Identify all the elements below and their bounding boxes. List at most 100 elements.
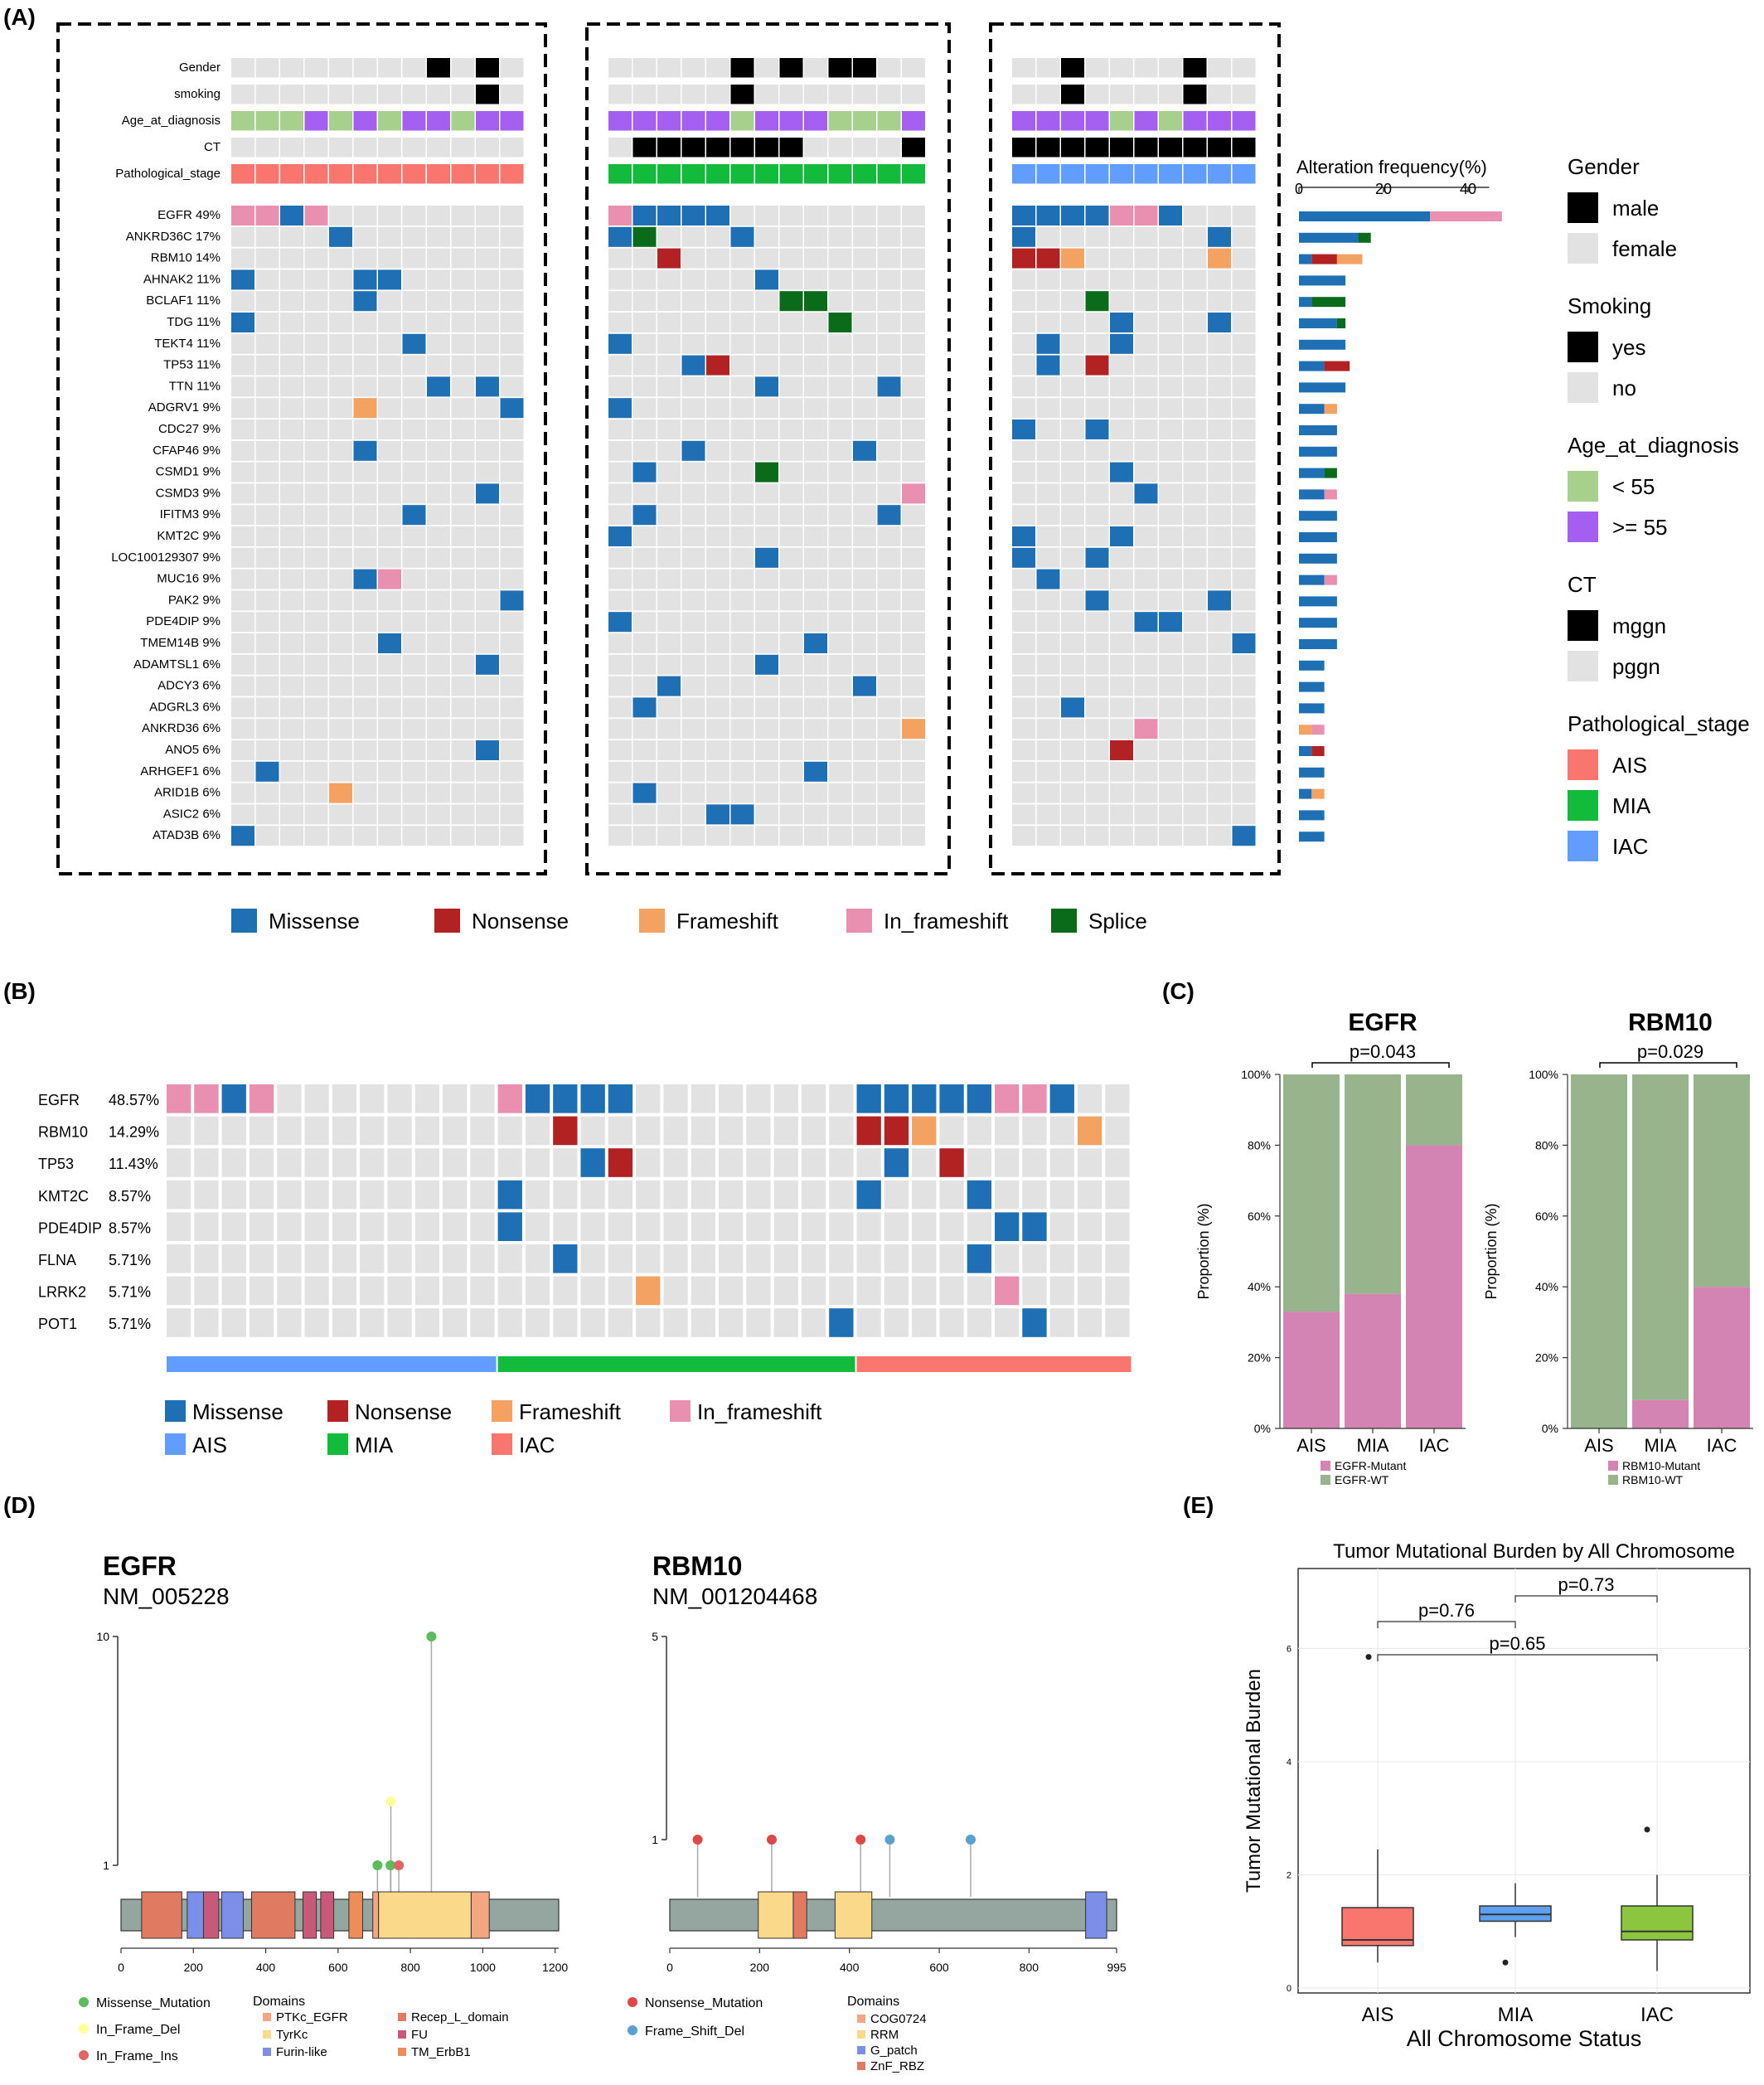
mutation-bg-cell xyxy=(608,783,632,803)
mutation-bg-cell xyxy=(329,804,352,825)
clinical-cell xyxy=(476,85,499,104)
mutation-bg-cell xyxy=(681,419,705,439)
mutation-bg-cell xyxy=(470,1276,495,1306)
mutation-bg-cell xyxy=(280,333,303,354)
mutation-bg-cell xyxy=(353,826,377,846)
domain-legend-title: Domains xyxy=(847,1995,899,2009)
mutation-bg-cell xyxy=(1159,761,1182,782)
mutation-bg-cell xyxy=(828,826,852,846)
mutation-bg-cell xyxy=(525,1276,550,1306)
mutation-cell xyxy=(249,1084,274,1113)
mutation-bg-cell xyxy=(304,654,328,675)
stage-cell xyxy=(1134,164,1158,184)
stage-cell xyxy=(304,164,328,184)
mutation-cell xyxy=(995,1212,1020,1241)
mutation-bg-cell xyxy=(1110,633,1133,653)
stage-cell xyxy=(681,164,705,184)
legend-label: RBM10-Mutant xyxy=(1622,1459,1700,1472)
mutation-bg-cell xyxy=(476,826,499,846)
mutation-bg-cell xyxy=(608,505,632,526)
mutation-cell xyxy=(1022,1084,1047,1113)
mutation-bg-cell xyxy=(877,355,901,376)
clinical-cell xyxy=(853,85,876,104)
mutation-bg-cell xyxy=(353,676,377,696)
mutation-bg-cell xyxy=(1159,291,1182,312)
mutation-bg-cell xyxy=(829,1084,854,1113)
mutation-bg-cell xyxy=(387,1276,412,1306)
clinical-track-label: CT xyxy=(204,140,220,154)
mutation-bg-cell xyxy=(1036,376,1060,397)
mutation-bg-cell xyxy=(280,440,303,461)
clinical-cell xyxy=(231,58,254,78)
mutation-bg-cell xyxy=(387,1148,412,1177)
mutation-bg-cell xyxy=(967,1308,991,1337)
mutation-bg-cell xyxy=(427,804,450,825)
mutation-bg-cell xyxy=(304,462,328,482)
x-tick-label: 600 xyxy=(929,1961,949,1974)
clinical-cell xyxy=(1036,58,1060,78)
x-tick-label: 600 xyxy=(328,1961,348,1974)
mutation-cell xyxy=(939,1084,964,1113)
mutation-bg-cell xyxy=(231,333,254,354)
mutation-bg-cell xyxy=(332,1212,357,1241)
mutation-bg-cell xyxy=(443,1084,468,1113)
mutation-bg-cell xyxy=(657,826,681,846)
mutation-cell xyxy=(939,1148,964,1177)
protein-domain xyxy=(141,1891,182,1939)
mutation-bg-cell xyxy=(902,248,925,269)
mutation-bg-cell xyxy=(1105,1244,1130,1273)
mutation-bg-cell xyxy=(746,1180,771,1210)
mutation-cell xyxy=(500,398,524,419)
mutation-bg-cell xyxy=(853,355,876,376)
box xyxy=(1621,1905,1694,1941)
mutation-bg-cell xyxy=(304,226,328,247)
mutation-bg-cell xyxy=(884,1180,909,1210)
bar-wt xyxy=(1406,1074,1462,1146)
mutation-cell xyxy=(1036,248,1060,269)
clinical-cell xyxy=(451,58,475,78)
mutation-bg-cell xyxy=(1036,826,1060,846)
mutation-bg-cell xyxy=(378,355,401,376)
mutation-bg-cell xyxy=(1232,376,1256,397)
mutation-bg-cell xyxy=(1110,783,1133,803)
mutation-bg-cell xyxy=(451,826,475,846)
mutation-bg-cell xyxy=(608,1308,633,1337)
clinical-cell xyxy=(706,85,729,104)
mutation-cell xyxy=(427,376,450,397)
mutation-bg-cell xyxy=(801,1212,826,1241)
x-tick-label: 995 xyxy=(1107,1961,1127,1974)
mutation-bg-cell xyxy=(167,1244,191,1273)
mutation-bg-cell xyxy=(402,355,426,376)
mutation-bg-cell xyxy=(1208,440,1231,461)
mutation-cell xyxy=(967,1244,991,1273)
mutation-bg-cell xyxy=(636,1180,661,1210)
mutation-cell xyxy=(500,590,524,611)
mutation-bg-cell xyxy=(719,1308,744,1337)
mutation-bg-cell xyxy=(378,740,401,760)
mutation-bg-cell xyxy=(1049,1276,1074,1306)
gene-label: ATAD3B 6% xyxy=(153,828,220,842)
mutation-bg-cell xyxy=(632,654,657,675)
mutation-bg-cell xyxy=(828,505,852,526)
mutation-bg-cell xyxy=(663,1212,688,1241)
mutation-bg-cell xyxy=(255,226,279,247)
freq-bar xyxy=(1299,553,1337,564)
mutation-bg-cell xyxy=(884,1244,909,1273)
mutation-bg-cell xyxy=(1077,1276,1102,1306)
mutation-bg-cell xyxy=(329,761,352,782)
legend-section-title: CT xyxy=(1568,572,1597,597)
mutation-bg-cell xyxy=(828,783,852,803)
mutation-bg-cell xyxy=(719,1276,744,1306)
stage-cell xyxy=(353,164,377,184)
mutation-cell xyxy=(681,355,705,376)
mutation-cell xyxy=(608,398,632,419)
mutation-bg-cell xyxy=(877,313,901,332)
mutation-bg-cell xyxy=(427,269,450,290)
mutation-bg-cell xyxy=(304,248,328,269)
mutation-bg-cell xyxy=(1232,505,1256,526)
mutation-bg-cell xyxy=(1183,826,1207,846)
mutation-bg-cell xyxy=(1134,226,1158,247)
mutation-bg-cell xyxy=(402,740,426,760)
mutation-bg-cell xyxy=(853,398,876,419)
